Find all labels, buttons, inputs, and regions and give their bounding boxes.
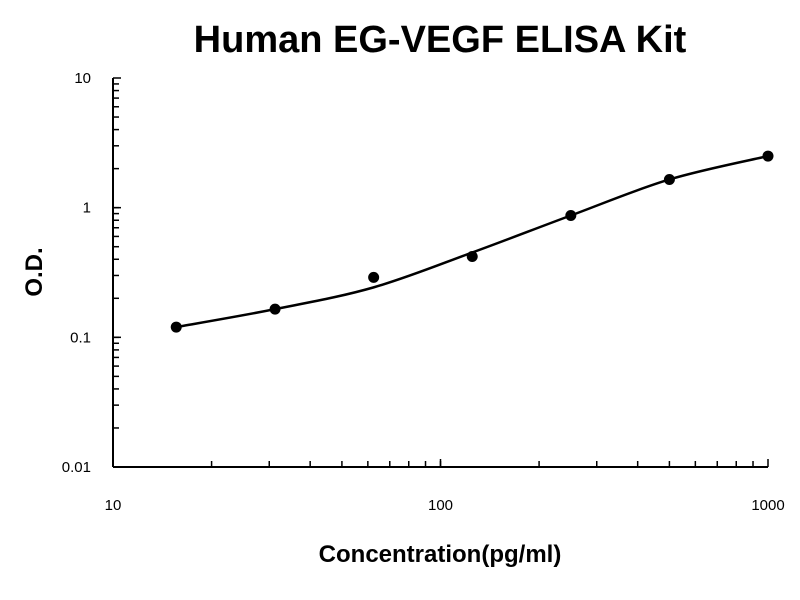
data-point <box>368 271 380 283</box>
x-tick-label: 10 <box>105 497 122 514</box>
y-tick-label: 1 <box>83 200 91 217</box>
data-point <box>565 210 577 222</box>
data-point <box>663 173 675 185</box>
chart-title: Human EG-VEGF ELISA Kit <box>194 19 687 61</box>
data-point <box>170 321 182 333</box>
data-point <box>762 150 774 162</box>
data-point <box>269 303 281 315</box>
x-axis-label: Concentration(pg/ml) <box>319 541 562 568</box>
x-tick-label: 100 <box>428 497 453 514</box>
y-tick-label: 10 <box>74 70 91 87</box>
y-tick-label: 0.01 <box>62 459 91 476</box>
y-axis-label: O.D. <box>21 247 48 296</box>
data-point <box>466 251 478 263</box>
y-tick-label: 0.1 <box>70 329 91 346</box>
x-tick-label: 1000 <box>751 497 784 514</box>
fit-curve <box>176 154 769 329</box>
